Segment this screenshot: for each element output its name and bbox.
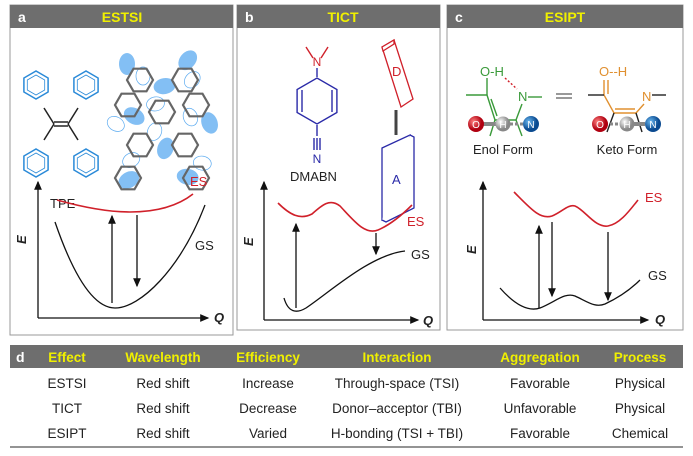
- column-header: Effect: [48, 350, 86, 365]
- column-header: Interaction: [362, 350, 431, 365]
- panel-c: c ESIPT: [446, 4, 684, 331]
- panel-letter: b: [245, 9, 254, 25]
- panel-letter: c: [455, 9, 463, 25]
- donor-label: D: [392, 64, 401, 79]
- x-axis-label: Q: [423, 313, 433, 328]
- panel-title: ESIPT: [545, 9, 586, 25]
- column-header: Aggregation: [500, 350, 580, 365]
- svg-text:N: N: [313, 152, 322, 166]
- keto-label: Keto Form: [597, 142, 658, 157]
- svg-text:O: O: [596, 120, 604, 131]
- table-cell: ESTSI: [47, 376, 86, 391]
- svg-text:O: O: [472, 120, 480, 131]
- table-cell: Physical: [615, 401, 665, 416]
- x-axis-label: Q: [214, 310, 224, 325]
- gs-label: GS: [195, 238, 214, 253]
- table-cell: Red shift: [136, 401, 190, 416]
- svg-text:N: N: [518, 89, 527, 104]
- svg-text:O-H: O-H: [480, 64, 504, 79]
- tpe-label: TPE: [50, 196, 76, 211]
- comparison-table: d Effect Wavelength Efficiency Interaction A…: [10, 345, 683, 448]
- table-cell: H-bonding (TSI + TBI): [331, 426, 463, 441]
- svg-text:H: H: [623, 120, 630, 131]
- table-row: ESIPT Red shift Varied H-bonding (TSI + TBI…: [47, 426, 668, 441]
- table-row: TICT Red shift Decrease Donor–acceptor (TBI…: [52, 401, 665, 416]
- enol-ball-model: O H N: [468, 116, 539, 132]
- svg-text:N: N: [527, 120, 534, 131]
- svg-text:N: N: [642, 89, 651, 104]
- table-cell: Decrease: [239, 401, 297, 416]
- table-cell: TICT: [52, 401, 82, 416]
- table-letter: d: [16, 349, 25, 365]
- table-row: ESTSI Red shift Increase Through-space (TSI…: [47, 376, 665, 391]
- panel-letter: a: [18, 9, 26, 25]
- table-cell: Red shift: [136, 376, 190, 391]
- gs-label: GS: [411, 247, 430, 262]
- tpe-structure: [23, 70, 99, 178]
- column-header: Wavelength: [125, 350, 200, 365]
- table-cell: Chemical: [612, 426, 668, 441]
- column-header: Process: [614, 350, 667, 365]
- es-curve: [277, 201, 413, 232]
- es-label: ES: [645, 190, 663, 205]
- table-cell: Unfavorable: [504, 401, 577, 416]
- table-cell: Red shift: [136, 426, 190, 441]
- acceptor-label: A: [392, 172, 401, 187]
- gs-label: GS: [648, 268, 667, 283]
- es-curve: [513, 191, 639, 227]
- svg-text:O--H: O--H: [599, 64, 627, 79]
- svg-text:N: N: [649, 120, 656, 131]
- table-cell: Favorable: [510, 376, 570, 391]
- gs-curve: [54, 204, 206, 309]
- gs-curve: [499, 279, 641, 310]
- equilibrium-arrows-icon: [556, 93, 572, 99]
- y-axis-label: E: [241, 237, 256, 246]
- energy-diagram-a: [34, 180, 210, 322]
- x-axis-label: Q: [655, 312, 665, 327]
- table-cell: Donor–acceptor (TBI): [332, 401, 462, 416]
- es-label: ES: [190, 174, 208, 189]
- table-cell: ESIPT: [47, 426, 86, 441]
- keto-ball-model: O H N: [592, 116, 661, 132]
- table-cell: Through-space (TSI): [335, 376, 460, 391]
- panel-b: b TICT: [236, 4, 441, 331]
- energy-diagram-c: [479, 180, 650, 324]
- panel-title: ESTSI: [102, 9, 142, 25]
- table-cell: Physical: [615, 376, 665, 391]
- y-axis-label: E: [464, 245, 479, 254]
- enol-structure: O-H N: [466, 64, 542, 137]
- y-axis-label: E: [14, 235, 29, 244]
- energy-diagram-b: [260, 180, 420, 324]
- svg-text:H: H: [499, 120, 506, 131]
- panel-title: TICT: [327, 9, 359, 25]
- es-curve: [56, 193, 194, 213]
- es-label: ES: [407, 214, 425, 229]
- gs-curve: [283, 250, 406, 312]
- column-header: Efficiency: [236, 350, 300, 365]
- svg-text:N: N: [313, 55, 322, 69]
- dmabn-structure: N N: [296, 46, 338, 166]
- donor-acceptor-model: D A: [381, 38, 415, 223]
- table-cell: Varied: [249, 426, 287, 441]
- table-cell: Favorable: [510, 426, 570, 441]
- orbital-picture: [106, 50, 218, 191]
- enol-label: Enol Form: [473, 142, 533, 157]
- table-cell: Increase: [242, 376, 294, 391]
- dmabn-label: DMABN: [290, 169, 337, 184]
